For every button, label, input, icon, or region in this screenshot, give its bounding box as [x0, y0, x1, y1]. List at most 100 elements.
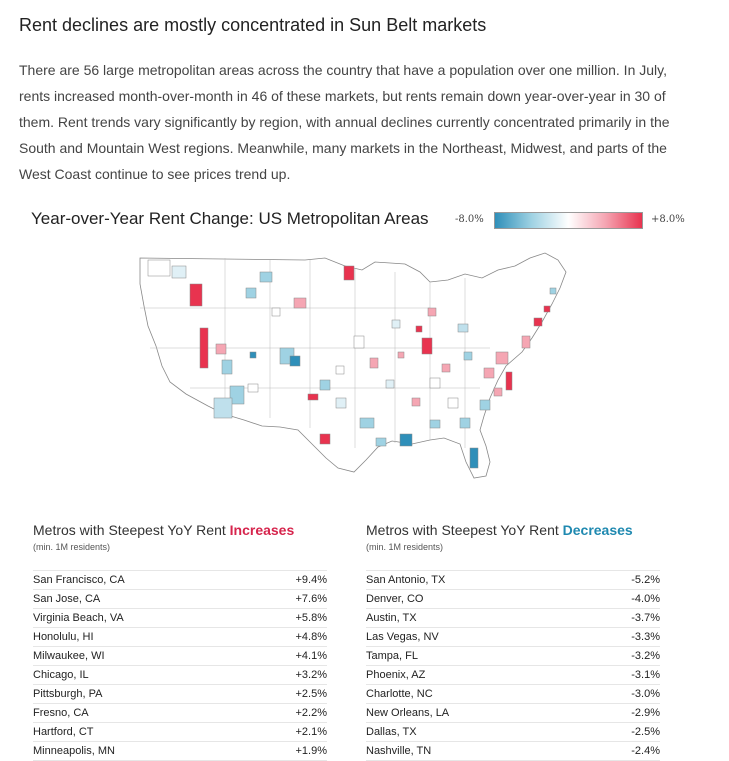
- table-row: San Antonio, TX -5.2%: [366, 570, 660, 590]
- map-title: Year-over-Year Rent Change: US Metropoli…: [31, 209, 429, 228]
- map-region: [429, 419, 441, 429]
- decreases-title-highlight: Decreases: [562, 522, 633, 538]
- metro-value: +2.1%: [295, 726, 328, 738]
- map-region: [411, 397, 421, 407]
- legend-min-label: -8.0%: [455, 214, 484, 225]
- map-region: [483, 367, 495, 379]
- map-region: [505, 371, 513, 391]
- map-region: [415, 325, 423, 333]
- map-region: [215, 343, 227, 355]
- map-region: [457, 323, 469, 333]
- map-region: [359, 417, 375, 429]
- metro-name: San Francisco, CA: [33, 574, 125, 586]
- map-region: [221, 359, 233, 375]
- increases-title-highlight: Increases: [229, 522, 295, 538]
- map-region: [399, 433, 413, 447]
- metro-value: +2.2%: [295, 707, 328, 719]
- metro-value: +4.1%: [295, 650, 328, 662]
- map-region: [171, 265, 187, 279]
- table-row: Charlotte, NC -3.0%: [366, 685, 660, 704]
- metro-value: -2.9%: [631, 707, 660, 719]
- table-row: Tampa, FL -3.2%: [366, 647, 660, 666]
- increases-table: Metros with Steepest YoY Rent Increases …: [33, 522, 327, 761]
- metro-name: Denver, CO: [366, 593, 424, 605]
- table-row: Honolulu, HI +4.8%: [33, 628, 327, 647]
- map-region: [549, 287, 557, 295]
- table-row: Chicago, IL +3.2%: [33, 666, 327, 685]
- map-region: [463, 351, 473, 361]
- decreases-title-prefix: Metros with Steepest YoY Rent: [366, 522, 563, 538]
- metro-value: -3.0%: [631, 688, 660, 700]
- map-region: [385, 379, 395, 389]
- map-region: [199, 327, 209, 369]
- decreases-table-title: Metros with Steepest YoY Rent Decreases: [366, 522, 660, 540]
- metro-name: Austin, TX: [366, 612, 417, 624]
- map-region: [421, 337, 433, 355]
- map-region: [147, 259, 171, 277]
- table-row: Hartford, CT +2.1%: [33, 723, 327, 742]
- map-region: [521, 335, 531, 349]
- metro-value: +1.9%: [295, 745, 328, 757]
- metro-name: Hartford, CT: [33, 726, 94, 738]
- map-region: [247, 383, 259, 393]
- map-region: [447, 397, 459, 409]
- map-region: [271, 307, 281, 317]
- metro-value: +9.4%: [295, 574, 328, 586]
- metro-value: -5.2%: [631, 574, 660, 586]
- map-region: [229, 385, 245, 405]
- decreases-table: Metros with Steepest YoY Rent Decreases …: [366, 522, 660, 761]
- map-region: [293, 297, 307, 309]
- increases-title-prefix: Metros with Steepest YoY Rent: [33, 522, 230, 538]
- map-region: [495, 351, 509, 365]
- metro-value: +3.2%: [295, 669, 328, 681]
- map-region: [249, 351, 257, 359]
- table-row: Virginia Beach, VA +5.8%: [33, 609, 327, 628]
- table-row: Milwaukee, WI +4.1%: [33, 647, 327, 666]
- table-row: San Jose, CA +7.6%: [33, 590, 327, 609]
- legend-max-label: +8.0%: [651, 214, 685, 225]
- map-region: [493, 387, 503, 397]
- metro-name: Minneapolis, MN: [33, 745, 115, 757]
- metro-name: Milwaukee, WI: [33, 650, 105, 662]
- table-row: San Francisco, CA +9.4%: [33, 570, 327, 590]
- map-region: [429, 377, 441, 389]
- decreases-table-rows: San Antonio, TX -5.2% Denver, CO -4.0% Aus…: [366, 570, 660, 761]
- metro-name: San Antonio, TX: [366, 574, 446, 586]
- metro-name: Virginia Beach, VA: [33, 612, 124, 624]
- map-region: [459, 417, 471, 429]
- metro-name: Phoenix, AZ: [366, 669, 426, 681]
- metro-name: Honolulu, HI: [33, 631, 94, 643]
- metro-name: Charlotte, NC: [366, 688, 433, 700]
- metro-name: San Jose, CA: [33, 593, 101, 605]
- map-region: [319, 379, 331, 391]
- metro-value: -3.7%: [631, 612, 660, 624]
- table-row: Dallas, TX -2.5%: [366, 723, 660, 742]
- table-row: Austin, TX -3.7%: [366, 609, 660, 628]
- metro-name: Fresno, CA: [33, 707, 89, 719]
- map-region: [533, 317, 543, 327]
- map-region: [427, 307, 437, 317]
- map-region: [397, 351, 405, 359]
- metro-value: +5.8%: [295, 612, 328, 624]
- metro-value: -3.2%: [631, 650, 660, 662]
- table-row: Phoenix, AZ -3.1%: [366, 666, 660, 685]
- metro-value: -2.5%: [631, 726, 660, 738]
- metro-value: +7.6%: [295, 593, 328, 605]
- map-region: [469, 447, 479, 469]
- us-metro-map: [139, 252, 567, 479]
- metro-name: New Orleans, LA: [366, 707, 450, 719]
- article-paragraph: There are 56 large metropolitan areas ac…: [19, 62, 670, 182]
- map-region: [307, 393, 319, 401]
- map-region: [343, 265, 355, 281]
- map-region: [335, 397, 347, 409]
- map-region: [353, 335, 365, 349]
- decreases-table-subtitle: (min. 1M residents): [366, 542, 444, 552]
- article-heading: Rent declines are mostly concentrated in…: [19, 15, 487, 35]
- metro-name: Las Vegas, NV: [366, 631, 439, 643]
- color-legend: -8.0% +8.0%: [455, 211, 695, 231]
- metro-name: Chicago, IL: [33, 669, 89, 681]
- us-outline: [139, 252, 567, 479]
- table-row: New Orleans, LA -2.9%: [366, 704, 660, 723]
- map-region: [259, 271, 273, 283]
- map-region: [335, 365, 345, 375]
